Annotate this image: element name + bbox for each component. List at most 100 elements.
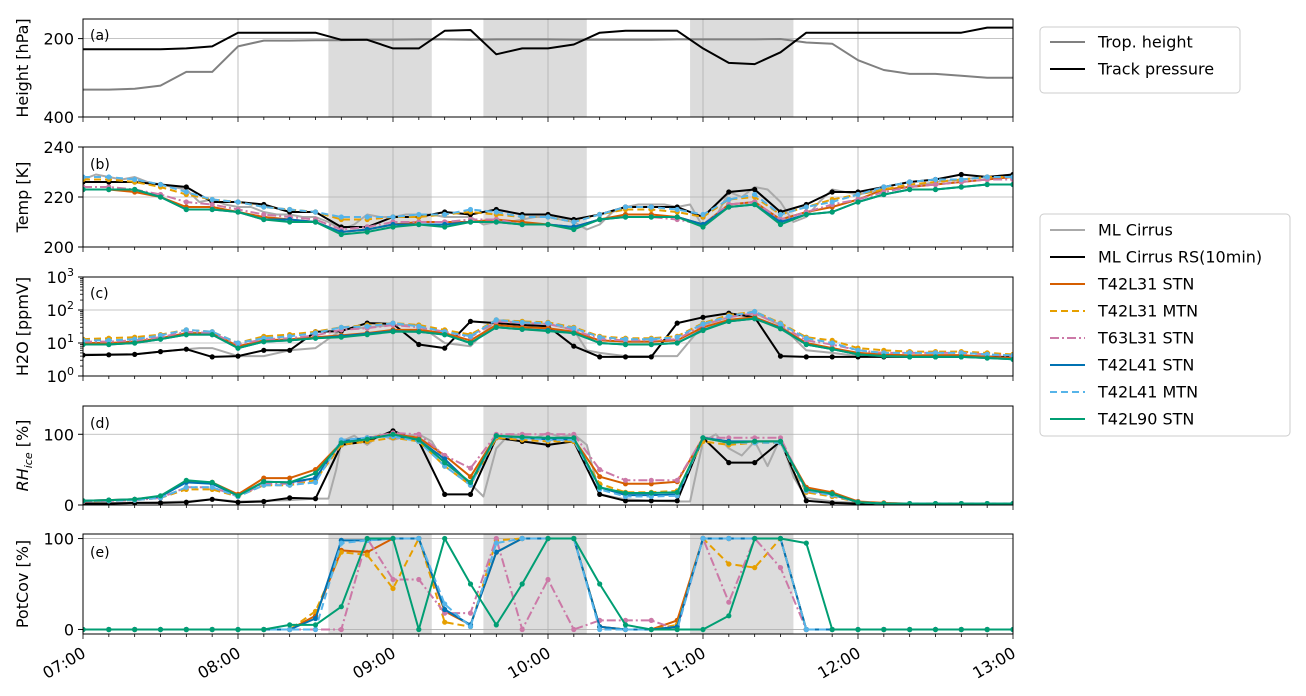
data-point xyxy=(803,335,809,341)
data-point xyxy=(597,491,603,497)
x-tick-label: 13:00 xyxy=(969,643,1018,683)
data-point xyxy=(1010,356,1013,362)
data-point xyxy=(261,347,267,353)
data-point xyxy=(622,214,629,220)
panel-5: 0 100 (e) PotCov [%] xyxy=(13,530,1014,639)
data-point xyxy=(622,626,629,633)
data-point xyxy=(312,479,319,485)
data-point xyxy=(984,174,990,180)
data-point xyxy=(777,535,784,542)
data-point xyxy=(364,323,370,329)
data-point xyxy=(442,491,448,497)
data-point xyxy=(777,211,784,218)
data-point xyxy=(545,221,551,228)
data-point xyxy=(674,340,680,346)
data-point xyxy=(209,496,215,502)
data-point xyxy=(83,626,86,633)
x-tick-label: 10:00 xyxy=(504,643,553,683)
data-point xyxy=(493,622,499,628)
y-tick-label: 101 xyxy=(47,332,74,353)
data-point xyxy=(467,340,474,346)
panel-4: 0 100 (d) RHice [%] xyxy=(13,405,1014,515)
data-point xyxy=(648,626,654,633)
legend-entry: T42L31 MTN xyxy=(1097,302,1198,321)
data-point xyxy=(235,626,241,633)
panel-label: (c) xyxy=(90,286,109,302)
data-point xyxy=(338,540,344,546)
data-point xyxy=(157,349,164,355)
y-axis-label: Height [hPa] xyxy=(13,18,32,117)
data-point xyxy=(907,626,913,633)
x-tick-label: 12:00 xyxy=(814,643,863,683)
panel-label: (b) xyxy=(90,157,110,173)
data-point xyxy=(855,351,861,357)
data-point xyxy=(726,599,732,605)
data-point xyxy=(183,484,189,490)
data-point xyxy=(803,354,809,360)
data-point xyxy=(467,479,474,485)
data-point xyxy=(442,460,448,466)
series-line-track-pressure xyxy=(83,26,1013,66)
x-tick-label: 11:00 xyxy=(659,643,708,683)
data-point xyxy=(338,231,344,238)
data-point xyxy=(648,490,654,496)
data-point xyxy=(881,501,887,505)
legend-entry: Track pressure xyxy=(1097,60,1214,79)
data-point xyxy=(416,341,422,348)
data-point xyxy=(881,191,887,198)
data-point xyxy=(803,626,809,633)
data-point xyxy=(83,341,86,348)
data-point xyxy=(467,206,474,213)
data-point xyxy=(726,204,732,210)
data-point xyxy=(829,346,835,352)
data-point xyxy=(958,501,964,505)
data-point xyxy=(132,351,138,357)
data-point xyxy=(157,500,164,505)
data-point xyxy=(519,326,525,332)
data-point xyxy=(312,335,319,341)
data-point xyxy=(674,214,680,220)
data-point xyxy=(726,460,732,466)
data-point xyxy=(493,549,499,555)
panel-1: 200 400 (a) Height [hPa] xyxy=(13,18,1014,127)
legend-panel-a: Trop. height Track pressure xyxy=(1039,26,1241,94)
data-point xyxy=(132,176,138,183)
data-point xyxy=(157,493,164,499)
data-point xyxy=(932,176,939,183)
data-point xyxy=(752,438,758,444)
data-point xyxy=(777,438,784,444)
data-point xyxy=(1010,352,1013,358)
data-point xyxy=(442,610,448,616)
data-point xyxy=(726,313,732,319)
data-point xyxy=(752,565,758,571)
data-point xyxy=(442,345,448,351)
data-point xyxy=(442,211,448,218)
data-point xyxy=(829,491,835,497)
data-point xyxy=(132,336,138,342)
data-point xyxy=(157,194,164,200)
data-point xyxy=(106,186,112,193)
data-point xyxy=(338,626,344,633)
data-point xyxy=(648,354,654,360)
y-tick-label: 220 xyxy=(43,188,74,207)
data-point xyxy=(287,333,293,339)
data-point xyxy=(493,433,499,439)
shaded-interval-2 xyxy=(483,19,587,117)
data-point xyxy=(312,626,319,633)
data-point xyxy=(338,440,344,446)
data-point xyxy=(106,174,112,180)
data-point xyxy=(364,535,370,542)
data-point xyxy=(493,535,499,542)
data-point xyxy=(958,176,964,183)
data-point xyxy=(209,484,215,490)
data-point xyxy=(752,435,758,441)
data-point xyxy=(416,626,422,633)
data-point xyxy=(235,499,241,505)
data-point xyxy=(932,350,939,356)
axes-frame xyxy=(82,276,1014,377)
data-point xyxy=(777,221,784,228)
shaded-interval-3 xyxy=(690,19,794,117)
data-point xyxy=(157,332,164,338)
y-tick-label: 100 xyxy=(43,530,74,549)
data-point xyxy=(338,334,344,340)
